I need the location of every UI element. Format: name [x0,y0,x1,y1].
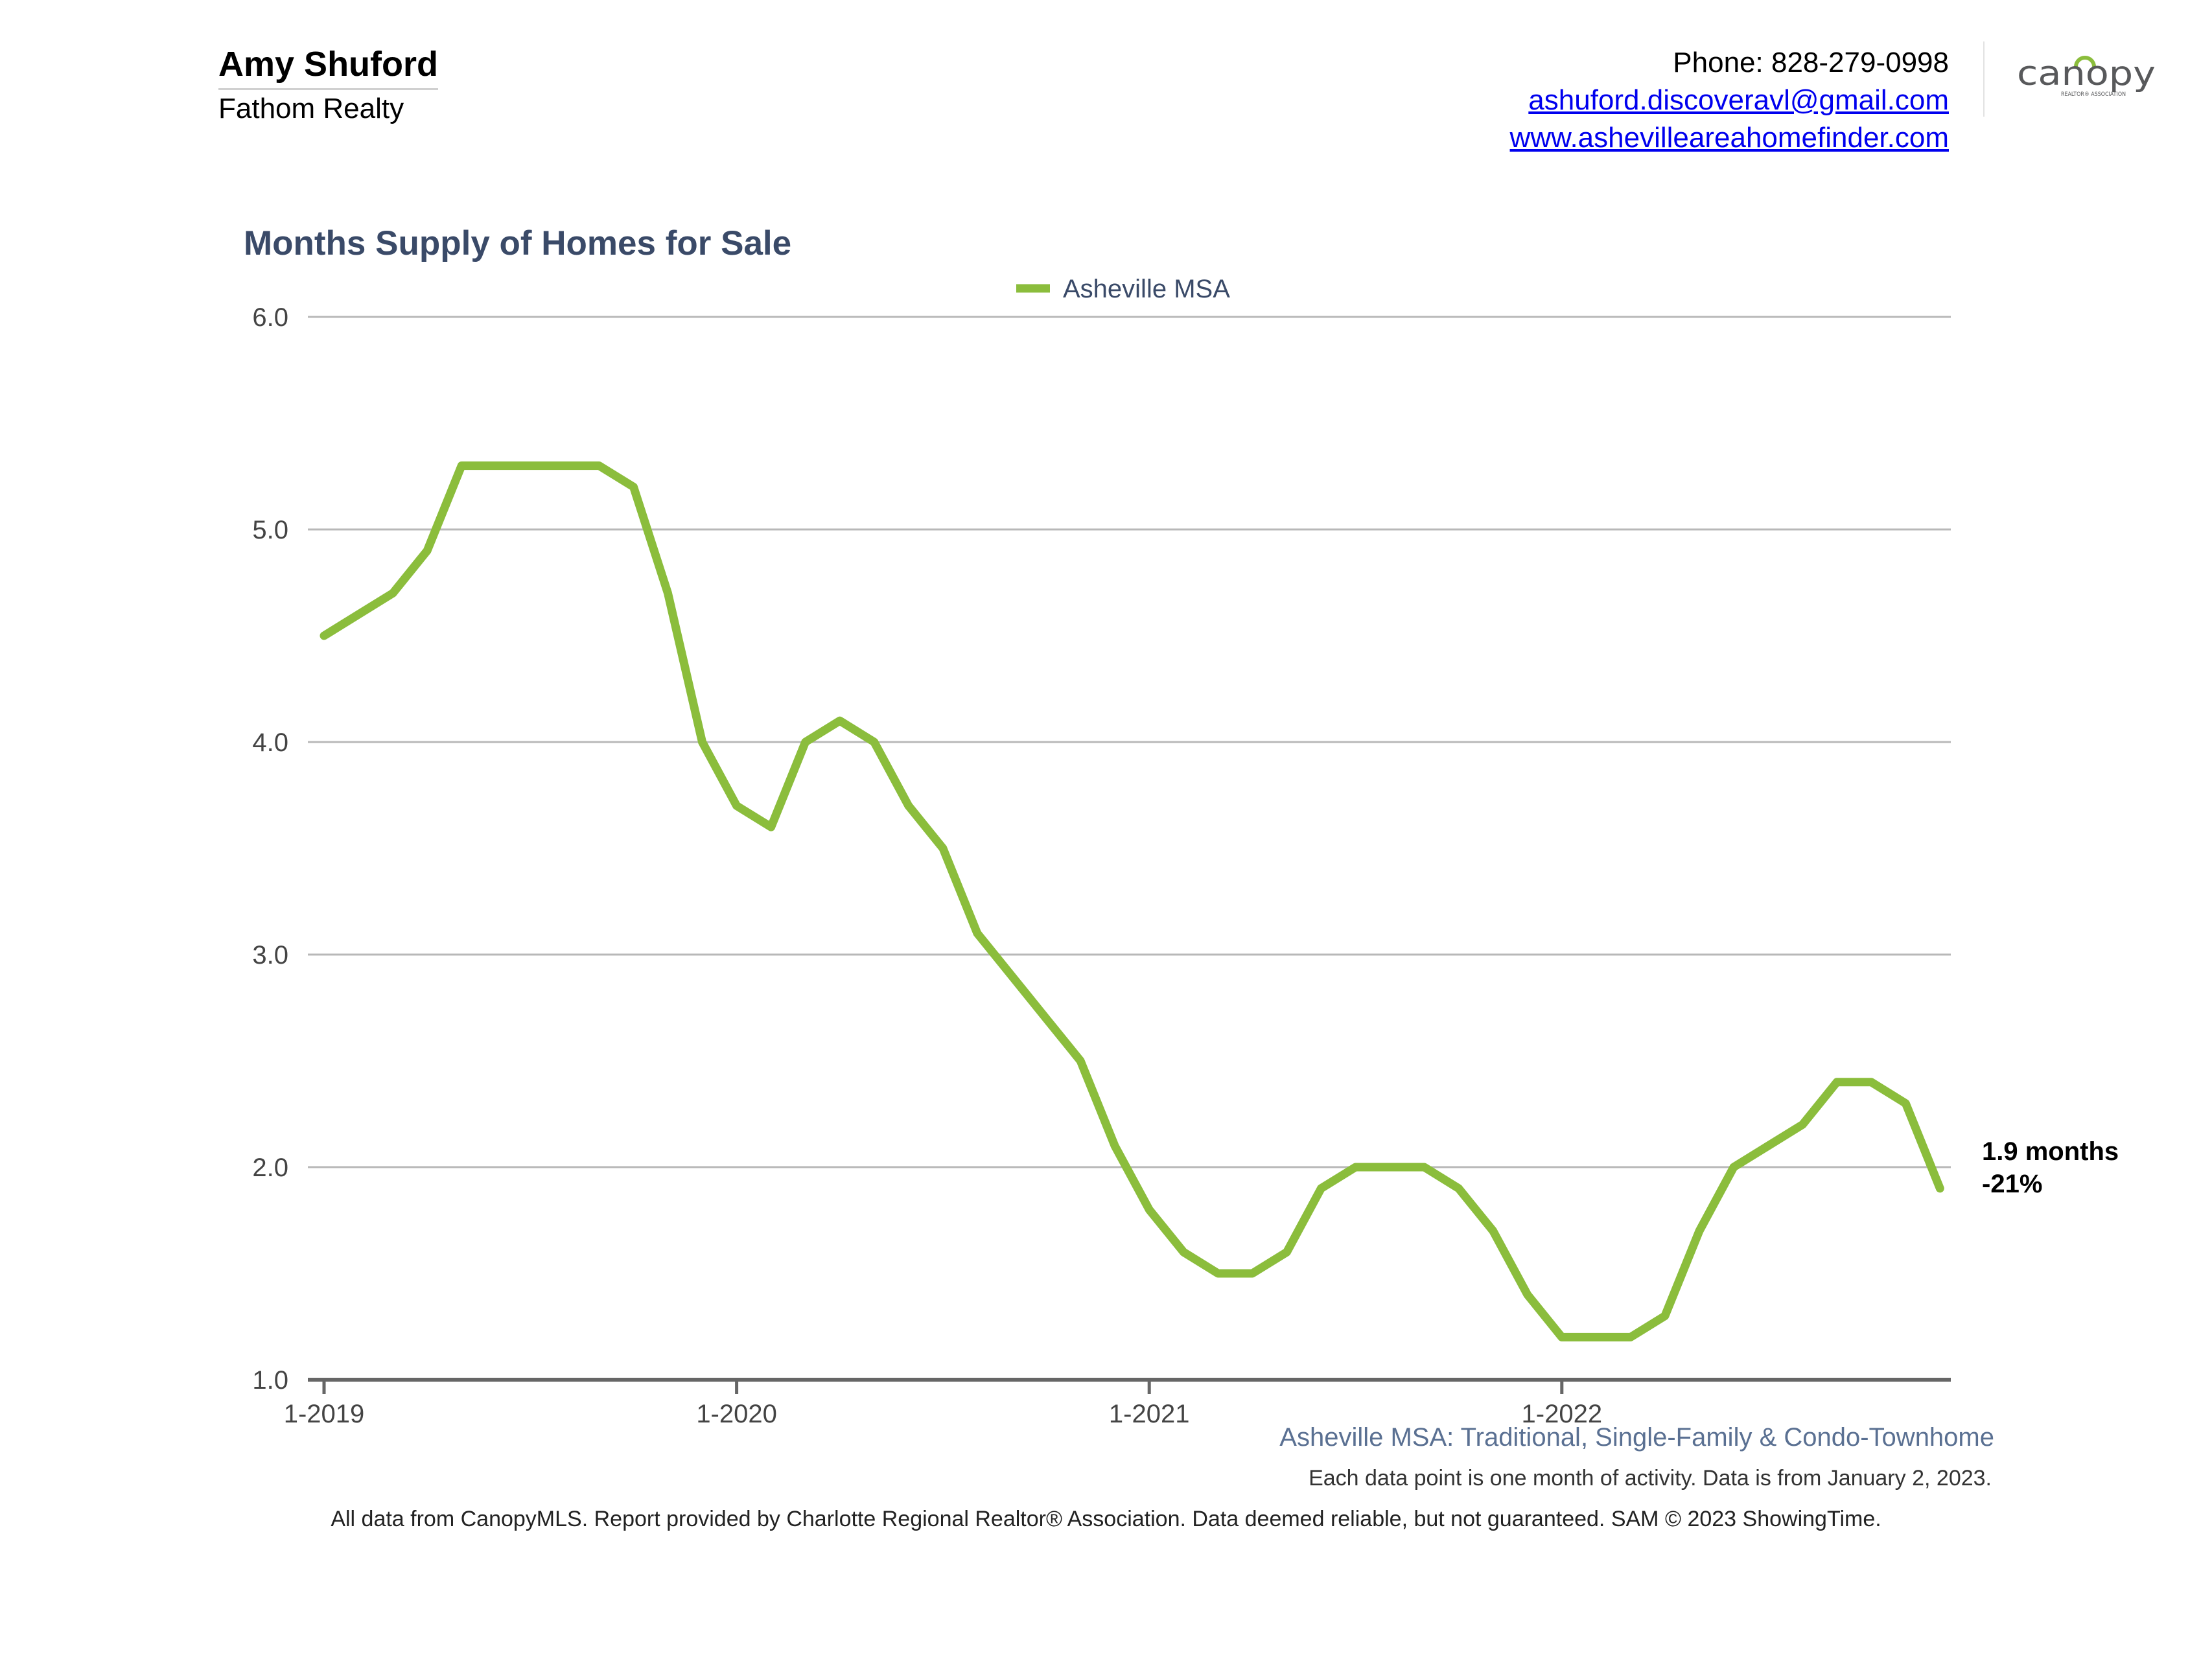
logo-divider [1983,41,1985,117]
footer-disclaimer: All data from CanopyMLS. Report provided… [331,1507,1881,1531]
y-tick-label: 2.0 [252,1154,288,1182]
x-tick-label: 1-2022 [1522,1400,1603,1428]
canopy-logo: canopy REALTOR® ASSOCIATION [2017,54,2156,98]
logo-wordmark: canopy [2017,54,2156,93]
agent-company: Fathom Realty [218,93,404,124]
series-line-asheville-msa [320,461,1944,1341]
canopy-arc-icon [2074,56,2096,69]
y-tick-label: 6.0 [252,303,288,332]
y-tick-label: 4.0 [252,728,288,757]
x-tick-label: 1-2021 [1109,1400,1190,1428]
email-link[interactable]: ashuford.discoveravl@gmail.com [1528,84,1949,116]
chart-title: Months Supply of Homes for Sale [244,224,792,262]
end-value-annotation: 1.9 months [1982,1137,2119,1166]
end-change-annotation: -21% [1982,1170,2042,1198]
agent-name: Amy Shuford [218,44,439,91]
logo-subtext: REALTOR® ASSOCIATION [2061,91,2126,98]
legend-label: Asheville MSA [1063,275,1230,303]
website-link[interactable]: www.ashevilleareahomefinder.com [1509,122,1949,154]
x-tick-label: 1-2019 [284,1400,365,1428]
x-tick-label: 1-2020 [696,1400,777,1428]
data-note: Each data point is one month of activity… [1309,1466,1992,1491]
chart-subtitle: Asheville MSA: Traditional, Single-Famil… [1279,1423,1994,1452]
phone-number: Phone: 828-279-0998 [1673,47,1949,78]
y-tick-label: 5.0 [252,516,288,544]
y-tick-label: 1.0 [252,1366,288,1395]
y-tick-label: 3.0 [252,941,288,969]
